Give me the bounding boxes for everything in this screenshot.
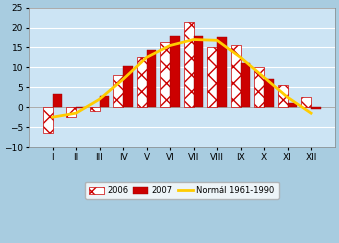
Bar (278, 85, 287, 107)
Normál 1961-1990 (51, 116, 55, 119)
Bar (89, 107, 100, 111)
Bar (53, 95, 62, 107)
Bar (100, 96, 109, 107)
Bar (170, 35, 180, 107)
Normál 1961-1990 (98, 98, 102, 101)
Bar (66, 107, 76, 117)
Normál 1961-1990 (192, 38, 196, 41)
Line: Normál 1961-1990: Normál 1961-1990 (53, 40, 311, 117)
Bar (113, 75, 123, 107)
Normál 1961-1990 (285, 96, 290, 99)
Bar (76, 107, 86, 108)
Normál 1961-1990 (309, 112, 313, 115)
Bar (194, 35, 203, 107)
Bar (231, 45, 241, 107)
Normál 1961-1990 (74, 112, 78, 115)
Bar (287, 103, 297, 107)
Bar (254, 67, 264, 107)
Bar (217, 37, 227, 107)
Normál 1961-1990 (239, 56, 243, 59)
Bar (184, 22, 194, 107)
Normál 1961-1990 (144, 56, 148, 59)
Bar (311, 107, 321, 109)
Bar (264, 79, 274, 107)
Bar (146, 50, 156, 107)
Normál 1961-1990 (215, 39, 219, 42)
Normál 1961-1990 (262, 76, 266, 79)
Bar (207, 47, 217, 107)
Bar (123, 66, 133, 107)
Legend: 2006, 2007, Normál 1961-1990: 2006, 2007, Normál 1961-1990 (85, 182, 279, 199)
Bar (160, 42, 170, 107)
Bar (301, 97, 311, 107)
Bar (43, 107, 53, 133)
Normál 1961-1990 (168, 44, 172, 47)
Bar (241, 63, 251, 107)
Normál 1961-1990 (121, 78, 125, 81)
Bar (137, 57, 146, 107)
